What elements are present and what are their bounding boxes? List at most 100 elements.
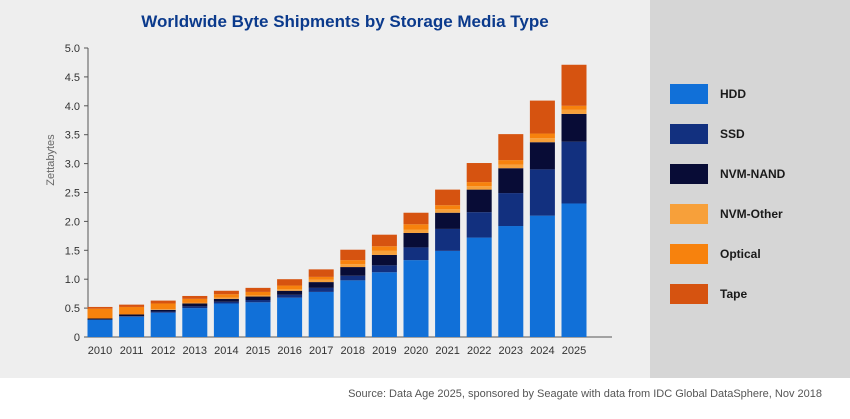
bar-hdd [182, 308, 208, 337]
legend-label: NVM-Other [720, 207, 783, 221]
bar-optical [119, 306, 145, 315]
bar-hdd [340, 280, 366, 337]
bar-tape [150, 300, 176, 304]
bar-optical [403, 224, 429, 230]
y-tick-label: 1.5 [65, 245, 80, 257]
bar-nvm-other [435, 209, 461, 213]
bar-hdd [277, 297, 303, 337]
bar-ssd [403, 247, 429, 261]
bar-tape [87, 306, 113, 309]
bar-tape [371, 234, 397, 247]
bar-ssd [213, 301, 239, 304]
x-tick-label: 2010 [88, 345, 112, 357]
legend-label: NVM-NAND [720, 167, 786, 181]
legend-item: NVM-Other [670, 203, 783, 225]
legend-item: Tape [670, 283, 747, 305]
legend-swatch [670, 284, 708, 304]
bar-ssd [245, 300, 271, 303]
bar-ssd [371, 265, 397, 273]
bar-hdd [403, 260, 429, 337]
bar-tape [182, 295, 208, 299]
legend-label: Tape [720, 287, 748, 301]
bar-nvm-nand [87, 318, 113, 320]
bar-hdd [529, 215, 555, 337]
bar-nvm-nand [435, 212, 461, 229]
bar-ssd [435, 228, 461, 251]
legend-swatch [670, 124, 708, 144]
bar-nvm-nand [498, 168, 524, 194]
bar-nvm-other [561, 109, 587, 114]
bar-tape [277, 279, 303, 286]
bar-ssd [466, 212, 492, 238]
bar-optical [561, 105, 587, 110]
bar-nvm-nand [403, 232, 429, 248]
x-tick-label: 2012 [151, 345, 175, 357]
x-tick-label: 2013 [183, 345, 207, 357]
bar-hdd [498, 226, 524, 337]
bar-optical [213, 294, 239, 298]
bar-optical [245, 291, 271, 296]
bar-tape [340, 249, 366, 261]
bar-nvm-other [308, 279, 334, 283]
y-tick-label: 1.0 [65, 274, 80, 286]
x-tick-label: 2015 [246, 345, 270, 357]
bar-optical [466, 182, 492, 187]
y-tick-label: 4.0 [65, 101, 80, 113]
bar-nvm-nand [277, 290, 303, 295]
bar-hdd [466, 237, 492, 337]
x-tick-label: 2022 [467, 345, 491, 357]
bar-hdd [119, 316, 145, 337]
bar-optical [435, 205, 461, 210]
source-note: Source: Data Age 2025, sponsored by Seag… [348, 388, 822, 400]
bar-optical [150, 303, 176, 310]
x-tick-label: 2025 [562, 345, 586, 357]
bar-ssd [340, 275, 366, 281]
bar-ssd [529, 169, 555, 216]
y-tick-label: 2.0 [65, 216, 80, 228]
bar-nvm-nand [150, 309, 176, 312]
legend-swatch [670, 244, 708, 264]
legend-label: Optical [720, 247, 761, 261]
bar-ssd [150, 311, 176, 313]
bar-hdd [561, 203, 587, 337]
bar-nvm-other [277, 289, 303, 291]
bar-ssd [308, 287, 334, 292]
x-tick-label: 2021 [435, 345, 459, 357]
bar-nvm-other [213, 297, 239, 299]
bar-nvm-other [498, 164, 524, 169]
legend-label: SSD [720, 127, 745, 141]
y-tick-label: 0 [74, 332, 80, 344]
bar-optical [277, 285, 303, 290]
x-tick-label: 2011 [120, 345, 144, 357]
chart-title: Worldwide Byte Shipments by Storage Medi… [141, 12, 548, 31]
bar-hdd [308, 291, 334, 337]
y-tick-label: 3.0 [65, 159, 80, 171]
x-tick-label: 2023 [499, 345, 523, 357]
y-tick-label: 0.5 [65, 303, 80, 315]
bar-hdd [435, 250, 461, 337]
bar-tape [529, 100, 555, 134]
bar-tape [308, 269, 334, 277]
bar-ssd [119, 316, 145, 317]
legend-panel [650, 0, 850, 378]
bar-hdd [245, 302, 271, 337]
bar-tape [245, 287, 271, 292]
x-tick-label: 2018 [341, 345, 365, 357]
chart-svg: Worldwide Byte Shipments by Storage Medi… [45, 12, 612, 357]
x-tick-label: 2024 [530, 345, 554, 357]
bar-nvm-nand [213, 298, 239, 302]
bar-hdd [371, 272, 397, 337]
bar-nvm-nand [119, 314, 145, 317]
bar-nvm-other [182, 302, 208, 304]
bar-optical [529, 133, 555, 139]
bar-nvm-other [403, 229, 429, 233]
bar-nvm-other [529, 138, 555, 143]
bar-hdd [213, 303, 239, 337]
bar-ssd [182, 306, 208, 309]
bar-tape [561, 64, 587, 106]
bar-nvm-other [371, 250, 397, 255]
legend-item: Optical [670, 243, 761, 265]
bar-nvm-nand [308, 282, 334, 288]
x-tick-label: 2019 [372, 345, 396, 357]
